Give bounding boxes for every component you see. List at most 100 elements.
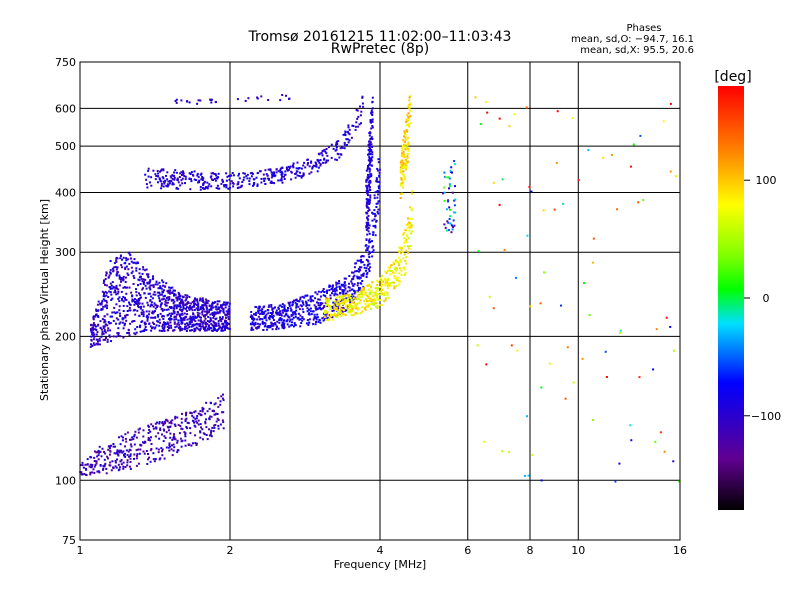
data-point [148, 322, 151, 325]
data-point [176, 178, 179, 181]
data-point [274, 306, 276, 309]
data-point [176, 313, 178, 316]
data-point [443, 171, 446, 174]
data-point [138, 272, 141, 275]
data-point [409, 122, 412, 124]
data-point [150, 329, 153, 332]
data-point [375, 305, 378, 308]
data-point [407, 115, 410, 118]
data-point [405, 223, 408, 226]
data-point [205, 426, 208, 429]
data-point [184, 178, 187, 181]
data-point [333, 305, 336, 308]
data-point [447, 176, 450, 179]
data-point [281, 309, 284, 312]
data-point [360, 110, 363, 113]
data-point [157, 432, 160, 435]
data-point [253, 318, 256, 321]
data-point [173, 300, 176, 303]
data-point [94, 315, 97, 318]
data-point [530, 190, 533, 193]
data-point [103, 458, 106, 461]
data-point [446, 220, 449, 223]
data-point [137, 304, 139, 307]
data-point [474, 96, 477, 99]
data-point [115, 268, 118, 271]
data-point [217, 427, 220, 430]
data-point [319, 321, 322, 324]
data-point [133, 258, 136, 261]
data-point [225, 322, 228, 325]
data-point [193, 328, 196, 331]
data-point [217, 405, 220, 408]
data-point [208, 308, 211, 311]
data-point [271, 315, 274, 318]
data-point [371, 114, 374, 116]
data-point [314, 316, 317, 319]
data-point [408, 247, 411, 250]
data-point [405, 148, 408, 151]
data-point [361, 274, 364, 277]
data-point [298, 167, 301, 169]
data-point [189, 432, 192, 435]
data-point [238, 172, 240, 175]
data-point [142, 268, 145, 271]
data-point [200, 316, 202, 319]
data-point [444, 176, 447, 179]
data-point [348, 139, 351, 142]
data-point [353, 289, 355, 292]
data-point [116, 453, 119, 456]
data-point [119, 321, 122, 324]
data-point [97, 316, 100, 318]
data-point [278, 313, 281, 316]
data-point [169, 445, 172, 448]
data-point [443, 223, 446, 226]
data-point [167, 429, 170, 432]
data-point [398, 272, 401, 275]
data-point [227, 318, 230, 321]
data-point [183, 328, 186, 330]
data-point [357, 297, 360, 300]
data-point [208, 311, 210, 313]
data-point [114, 452, 117, 455]
data-point [228, 308, 231, 310]
data-point [411, 230, 414, 233]
data-point [106, 340, 109, 343]
data-point [183, 175, 186, 177]
data-point [369, 148, 372, 151]
data-point [334, 290, 337, 293]
data-point [152, 277, 155, 280]
data-point [206, 310, 209, 313]
data-point [261, 310, 264, 313]
data-point [351, 308, 354, 310]
data-point [122, 461, 125, 464]
data-point [135, 299, 138, 302]
data-point [101, 447, 104, 450]
data-point [158, 324, 161, 327]
data-point [371, 246, 374, 249]
data-point [142, 305, 145, 308]
data-point [308, 304, 311, 307]
phases-info-line-x: mean, sd,X: 95.5, 20.6 [580, 45, 694, 56]
data-point [451, 228, 454, 231]
data-point [281, 324, 284, 327]
data-point [128, 334, 131, 337]
data-point [214, 329, 217, 332]
data-point [343, 309, 345, 312]
data-point [280, 318, 283, 321]
data-point [675, 175, 677, 178]
data-point [133, 435, 136, 438]
data-point [146, 273, 148, 276]
data-point [407, 141, 410, 144]
data-point [176, 310, 179, 313]
data-point [138, 292, 140, 295]
data-point [404, 140, 406, 143]
data-point [184, 299, 187, 302]
data-point [205, 305, 208, 308]
data-point [402, 186, 405, 189]
data-point [199, 430, 202, 433]
data-point [256, 183, 259, 186]
data-point [342, 303, 344, 306]
data-point [129, 309, 132, 312]
data-point [158, 329, 161, 332]
